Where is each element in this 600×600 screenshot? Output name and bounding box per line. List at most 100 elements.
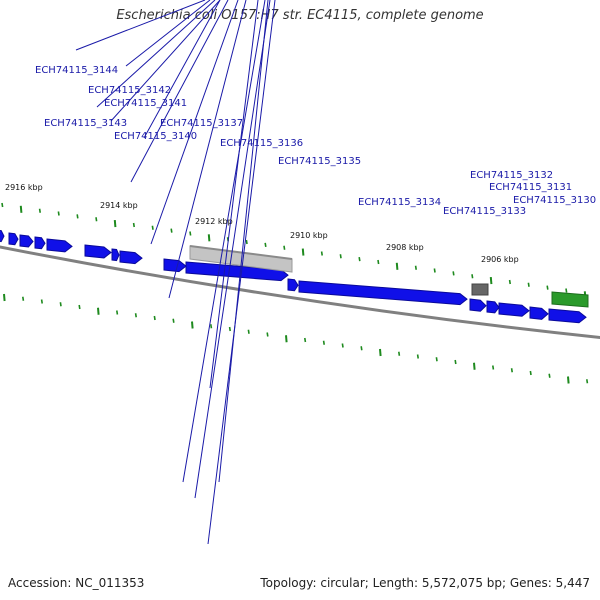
scale-tick bbox=[78, 304, 81, 310]
scale-tick bbox=[132, 222, 135, 228]
scale-tick bbox=[301, 248, 305, 256]
gene-label[interactable]: ECH74115_3137 bbox=[160, 118, 243, 129]
scale-label: 2906 kbp bbox=[481, 255, 519, 264]
gene-arrow bbox=[84, 244, 112, 259]
scale-tick bbox=[414, 265, 417, 270]
scale-label: 2914 kbp bbox=[100, 201, 138, 210]
gene-arrow bbox=[163, 258, 187, 273]
scale-tick bbox=[1, 202, 4, 208]
scale-tick bbox=[339, 254, 342, 259]
scale-tick bbox=[95, 217, 98, 222]
scale-tick bbox=[116, 310, 119, 315]
scale-tick bbox=[134, 313, 137, 318]
gene-arrow bbox=[548, 308, 587, 324]
scale-tick bbox=[341, 343, 344, 348]
gene-label[interactable]: ECH74115_3132 bbox=[470, 170, 553, 181]
scale-tick bbox=[529, 370, 532, 376]
callout-line bbox=[130, 0, 229, 183]
backbone-arc bbox=[0, 245, 600, 339]
page-title: Escherichia coli O157:H7 str. EC4115, co… bbox=[116, 8, 484, 23]
gene-arrow bbox=[287, 278, 299, 292]
scale-tick bbox=[377, 259, 380, 265]
gene-label[interactable]: ECH74115_3135 bbox=[278, 156, 361, 167]
scale-label: 2912 kbp bbox=[195, 217, 233, 226]
scale-tick bbox=[113, 220, 117, 228]
scale-tick bbox=[57, 211, 60, 216]
scale-tick bbox=[285, 335, 288, 343]
scale-tick bbox=[189, 231, 192, 236]
scale-tick bbox=[322, 340, 325, 345]
scale-tick bbox=[245, 239, 248, 245]
scale-tick bbox=[452, 271, 455, 276]
scale-tick bbox=[320, 251, 323, 256]
scale-tick bbox=[207, 234, 211, 242]
gene-label[interactable]: ECH74115_3141 bbox=[104, 98, 187, 109]
callout-line bbox=[150, 0, 239, 245]
scale-tick bbox=[454, 359, 457, 365]
pseudo-gene-edge bbox=[189, 245, 293, 260]
scale-tick bbox=[398, 351, 401, 356]
callout-line bbox=[209, 0, 259, 389]
accession-label: Accession: NC_011353 bbox=[8, 576, 145, 590]
scale-tick bbox=[508, 279, 511, 285]
scale-tick bbox=[435, 357, 438, 362]
gene-label[interactable]: ECH74115_3134 bbox=[358, 197, 441, 208]
scale-tick bbox=[266, 332, 269, 337]
gene-label[interactable]: ECH74115_3131 bbox=[489, 182, 572, 193]
gene-arrow bbox=[8, 232, 19, 246]
gene-label[interactable]: ECH74115_3140 bbox=[114, 131, 197, 142]
scale-tick bbox=[76, 214, 79, 219]
gene-label[interactable]: ECH74115_3136 bbox=[220, 138, 303, 149]
scale-tick bbox=[358, 257, 361, 262]
gene-arrow bbox=[469, 298, 487, 312]
gene-arrow bbox=[34, 236, 46, 250]
scale-tick bbox=[395, 262, 399, 270]
scale-tick bbox=[151, 225, 154, 230]
scale-tick bbox=[264, 242, 267, 248]
scale-tick bbox=[360, 346, 363, 351]
gene-label[interactable]: ECH74115_3143 bbox=[44, 118, 127, 129]
scale-tick bbox=[527, 282, 530, 287]
genome-backbone bbox=[0, 245, 600, 339]
scale-tick bbox=[228, 326, 231, 332]
scale-tick bbox=[59, 302, 62, 307]
gene-arrow bbox=[111, 248, 120, 262]
scale-tick bbox=[489, 277, 493, 285]
gene-arrow bbox=[529, 306, 549, 320]
lower-scale-ticks bbox=[3, 293, 589, 384]
scale-tick bbox=[304, 337, 307, 343]
gene-label[interactable]: ECH74115_3133 bbox=[443, 206, 526, 217]
gene-arrow bbox=[0, 229, 5, 243]
gene-arrow bbox=[298, 280, 468, 306]
scale-tick bbox=[172, 318, 175, 323]
scale-tick bbox=[473, 362, 476, 370]
scale-tick bbox=[565, 288, 568, 293]
gene-arrow bbox=[498, 302, 530, 317]
scale-tick bbox=[38, 208, 41, 213]
scale-tick bbox=[586, 379, 589, 384]
scale-tick bbox=[191, 321, 194, 329]
gene-label[interactable]: ECH74115_3144 bbox=[35, 65, 118, 76]
scale-tick bbox=[247, 329, 250, 334]
callout-line bbox=[96, 0, 216, 108]
scale-tick bbox=[567, 376, 570, 384]
upper-scale-ticks bbox=[1, 202, 587, 299]
gene-callouts: ECH74115_3144 ECH74115_3142 ECH74115_3141 E… bbox=[35, 0, 596, 545]
scale-tick bbox=[283, 245, 286, 250]
rna-gene bbox=[551, 291, 589, 308]
genome-summary: Topology: circular; Length: 5,572,075 bp… bbox=[260, 576, 590, 590]
scale-tick bbox=[433, 268, 436, 273]
small-feature bbox=[471, 283, 489, 296]
gene-label[interactable]: ECH74115_3142 bbox=[88, 85, 171, 96]
scale-tick bbox=[510, 368, 513, 373]
scale-label: 2910 kbp bbox=[290, 231, 328, 240]
scale-tick bbox=[3, 293, 6, 302]
scale-tick bbox=[416, 354, 419, 359]
scale-tick bbox=[471, 274, 474, 279]
scale-tick bbox=[97, 307, 100, 315]
callout-line bbox=[182, 0, 266, 483]
scale-tick bbox=[22, 296, 25, 301]
gene-label[interactable]: ECH74115_3130 bbox=[513, 195, 596, 206]
callout-line bbox=[110, 0, 221, 122]
